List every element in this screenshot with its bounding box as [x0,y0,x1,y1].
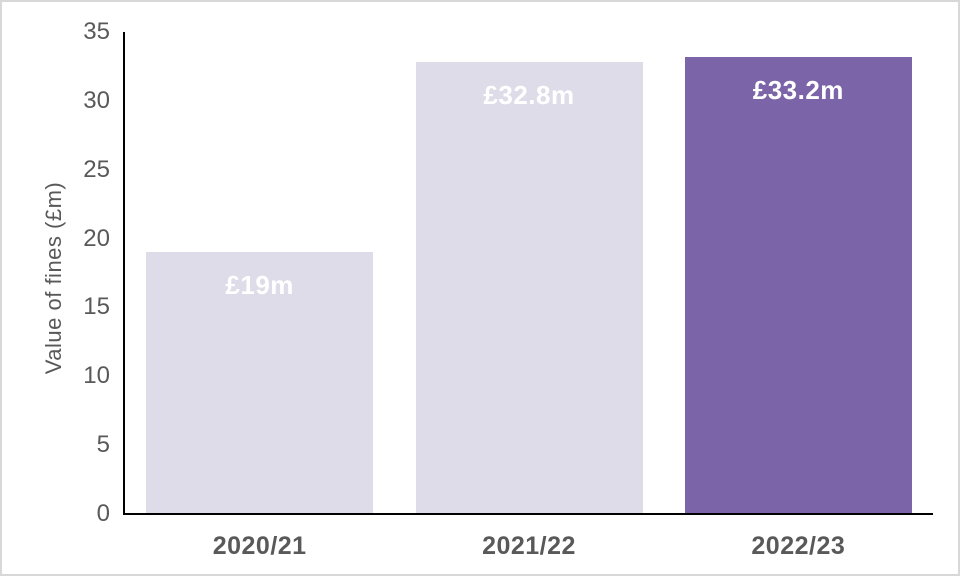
y-axis-line [123,32,125,515]
y-tick-label: 25 [83,155,110,183]
y-tick-label: 15 [83,293,110,321]
x-tick-label: 2021/22 [482,532,576,560]
bar-2020-21: £19m [146,252,374,513]
y-tick-label: 5 [96,431,110,459]
x-axis-line [123,513,933,515]
x-tick-label: 2020/21 [212,532,307,560]
x-tick-label: 2022/23 [751,532,846,560]
y-tick-label: 30 [83,86,110,114]
y-tick-label: 10 [83,362,110,390]
bar-2022-23: £33.2m [684,56,912,513]
bar-value-label: £32.8m [483,80,575,111]
bar-value-label: £19m [225,270,294,301]
y-tick-label: 35 [83,18,110,45]
bar-value-label: £33.2m [752,74,844,105]
bar-2021-22: £32.8m [415,62,643,513]
y-tick-label: 20 [83,224,110,252]
y-tick-label: 0 [96,500,110,527]
y-axis-title: Value of fines (£m) [41,181,66,375]
